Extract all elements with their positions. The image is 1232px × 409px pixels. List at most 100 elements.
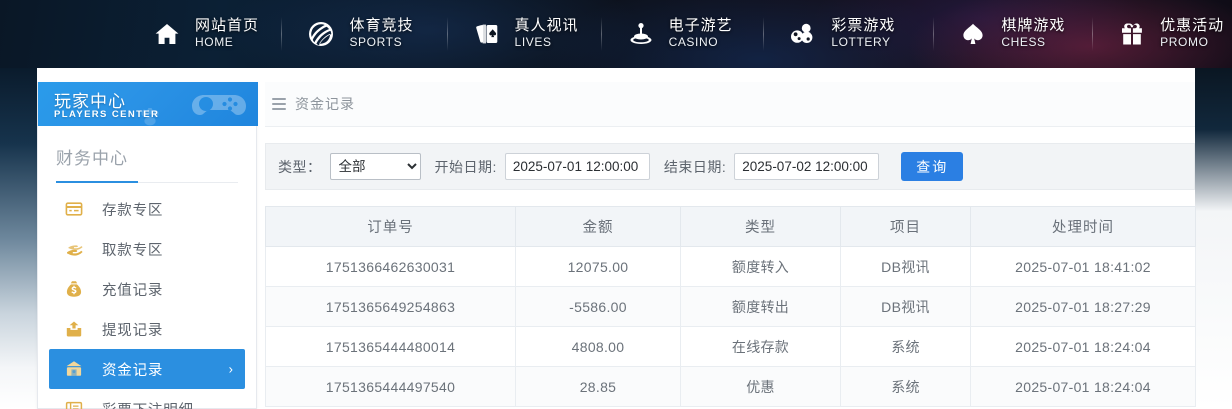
nav-item-text: 电子游艺CASINO (669, 18, 742, 50)
hamburger-icon[interactable] (272, 98, 286, 110)
table-row: 1751365444497540 28.85 优惠 系统 2025-07-01 18:2… (265, 366, 1196, 407)
sidebar-item-4[interactable]: 资金记录 › (49, 349, 245, 389)
sidebar-item-2[interactable]: 充值记录 (49, 269, 245, 309)
table-cell: 优惠 (680, 366, 841, 407)
top-nav-items: 网站首页HOME 体育竞技SPORTS 真人视讯LIVES 电子游艺CASINO 彩票游… (150, 0, 1232, 68)
table-cell: 2025-07-01 18:27:29 (970, 286, 1196, 327)
paw-icon (140, 107, 162, 126)
nav-item-label-cn: 网站首页 (195, 17, 260, 34)
end-date-input[interactable] (734, 153, 880, 180)
sidebar-item-label: 提现记录 (102, 322, 164, 339)
end-date-label: 结束日期: (663, 158, 727, 175)
nav-item-sports[interactable]: 体育竞技SPORTS (304, 0, 424, 68)
sidebar-item-1[interactable]: 取款专区 (49, 229, 245, 269)
table-column-header: 金额 (515, 206, 681, 247)
records-table: 订单号 金额 类型 项目 处理时间 1751366462630031 12075.00 额度… (265, 206, 1196, 407)
filter-bar: 类型： 全部 开始日期: 结束日期: 查询 (265, 143, 1195, 190)
table-row: 1751366462630031 12075.00 额度转入 DB视讯 2025-07-… (265, 246, 1196, 287)
nav-divider (281, 17, 283, 51)
deposit-card-icon (64, 199, 84, 219)
nav-item-home[interactable]: 网站首页HOME (150, 0, 259, 68)
table-cell: -5586.00 (515, 286, 681, 327)
start-date-input[interactable] (504, 153, 650, 180)
table-cell: 1751365649254863 (265, 286, 516, 327)
sidebar-item-5[interactable]: 彩票下注明细 (49, 389, 245, 409)
sidebar-item-label: 彩票下注明细 (102, 399, 194, 409)
type-label: 类型： (278, 158, 322, 175)
chevron-right-icon: › (228, 361, 233, 377)
sidebar-item-label: 资金记录 (102, 362, 164, 379)
main-content: 资金记录 类型： 全部 开始日期: 结束日期: 查询 订单号金额类型项目处理时间… (265, 82, 1196, 409)
records-table-container: 订单号 金额 类型 项目 处理时间 1751366462630031 12075.00 额度… (265, 206, 1196, 407)
table-cell: 2025-07-01 18:24:04 (970, 366, 1196, 407)
nav-item-label-cn: 真人视讯 (514, 17, 579, 34)
table-cell: 2025-07-01 18:24:04 (970, 326, 1196, 367)
type-select[interactable]: 全部 (329, 153, 421, 180)
nav-divider (446, 17, 448, 51)
sidebar-header-title-en: PLAYERS CENTER (54, 109, 160, 120)
table-column-header: 类型 (680, 206, 841, 247)
sidebar-item-label: 存款专区 (102, 202, 164, 219)
nav-item-casino[interactable]: 电子游艺CASINO (624, 0, 742, 68)
nav-item-lives[interactable]: 真人视讯LIVES (470, 0, 579, 68)
sidebar: 玩家中心 PLAYERS CENTER 财务中心 存款专区 取款专区 充值记录 提现记… (37, 82, 258, 409)
gamepad-icon (188, 84, 250, 126)
table-body: 1751366462630031 12075.00 额度转入 DB视讯 2025-07-… (265, 246, 1196, 407)
withdraw-hand-icon (64, 239, 84, 259)
table-cell: 1751365444497540 (265, 366, 516, 407)
table-column-header: 处理时间 (970, 206, 1196, 247)
table-cell: 28.85 (515, 366, 681, 407)
sports-icon (304, 17, 338, 51)
table-cell: 额度转出 (680, 286, 841, 327)
sidebar-header: 玩家中心 PLAYERS CENTER (38, 82, 258, 126)
table-cell: DB视讯 (840, 286, 971, 327)
sidebar-item-3[interactable]: 提现记录 (49, 309, 245, 349)
nav-item-label-cn: 优惠活动 (1160, 17, 1225, 34)
table-cell: 系统 (840, 326, 971, 367)
funds-icon (64, 359, 84, 379)
lottery-icon (786, 17, 820, 51)
nav-item-label-en: CHESS (1001, 35, 1046, 49)
nav-item-chess[interactable]: 棋牌游戏CHESS (956, 0, 1070, 68)
gift-icon (1115, 17, 1149, 51)
right-gutter-decoration (1195, 68, 1232, 409)
nav-item-promo[interactable]: 优惠活动PROMO (1115, 0, 1232, 68)
table-column-header: 订单号 (265, 206, 516, 247)
nav-item-label-en: CASINO (668, 35, 719, 49)
table-row: 1751365444480014 4808.00 在线存款 系统 2025-07-01 … (265, 326, 1196, 367)
sidebar-item-0[interactable]: 存款专区 (49, 189, 245, 229)
table-row: 1751365649254863 -5586.00 额度转出 DB视讯 2025-07-… (265, 286, 1196, 327)
start-date-label: 开始日期: (434, 158, 497, 175)
table-cell: 1751365444480014 (265, 326, 516, 367)
nav-item-label-en: LOTTERY (831, 35, 891, 49)
nav-item-lottery[interactable]: 彩票游戏LOTTERY (786, 0, 911, 68)
lottery-bet-icon (64, 399, 84, 409)
nav-item-label-cn: 棋牌游戏 (1001, 17, 1066, 34)
top-navigation-bar: 网站首页HOME 体育竞技SPORTS 真人视讯LIVES 电子游艺CASINO 彩票游… (0, 0, 1232, 68)
cards-icon (470, 17, 504, 51)
nav-divider (763, 17, 765, 51)
cashout-icon (64, 319, 84, 339)
nav-item-label-en: HOME (195, 35, 234, 49)
table-cell: 额度转入 (680, 246, 841, 287)
nav-divider (600, 17, 602, 51)
table-cell: 系统 (840, 366, 971, 407)
nav-divider (1092, 17, 1094, 51)
table-cell: 在线存款 (680, 326, 841, 367)
table-cell: 1751366462630031 (265, 246, 516, 287)
nav-item-text: 棋牌游戏CHESS (1001, 18, 1070, 50)
nav-item-label-cn: 彩票游戏 (831, 17, 896, 34)
nav-divider (933, 17, 935, 51)
nav-item-text: 优惠活动PROMO (1160, 18, 1232, 50)
table-cell: 4808.00 (515, 326, 681, 367)
breadcrumb: 资金记录 (265, 82, 1195, 127)
spade-icon (956, 17, 990, 51)
query-button[interactable]: 查询 (901, 152, 964, 181)
nav-item-text: 体育竞技SPORTS (349, 18, 424, 50)
nav-item-label-en: PROMO (1160, 35, 1209, 49)
breadcrumb-label: 资金记录 (295, 96, 355, 112)
left-gutter-decoration (0, 68, 37, 409)
nav-item-text: 彩票游戏LOTTERY (831, 18, 911, 50)
nav-item-label-en: LIVES (514, 35, 552, 49)
